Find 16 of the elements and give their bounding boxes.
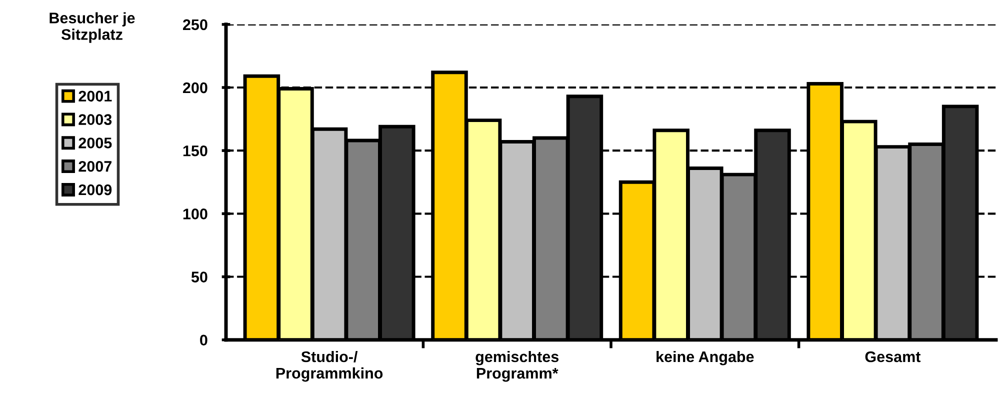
legend-label: 2007 — [78, 160, 112, 172]
x-tick-label: keine Angabe — [656, 350, 754, 366]
y-tick-label: 150 — [183, 145, 208, 156]
y-tick-label: 50 — [191, 272, 208, 282]
y-tick-label: 250 — [182, 19, 208, 30]
y-tick-label: 200 — [182, 82, 208, 94]
legend-label: 2001 — [78, 90, 112, 102]
y-tick-label: 100 — [183, 208, 208, 220]
legend-label: 2009 — [78, 184, 112, 196]
x-tick-label: Studio-/ Programmkino — [276, 350, 383, 382]
legend-label: 2003 — [78, 114, 112, 125]
x-tick-label: Gesamt — [865, 351, 921, 362]
y-tick-label: 0 — [200, 334, 208, 346]
legend-label: 2005 — [78, 138, 112, 148]
x-tick-label: gemischtes Programm* — [476, 350, 559, 382]
y-axis-title: Besucher je Sitzplatz — [50, 12, 135, 43]
